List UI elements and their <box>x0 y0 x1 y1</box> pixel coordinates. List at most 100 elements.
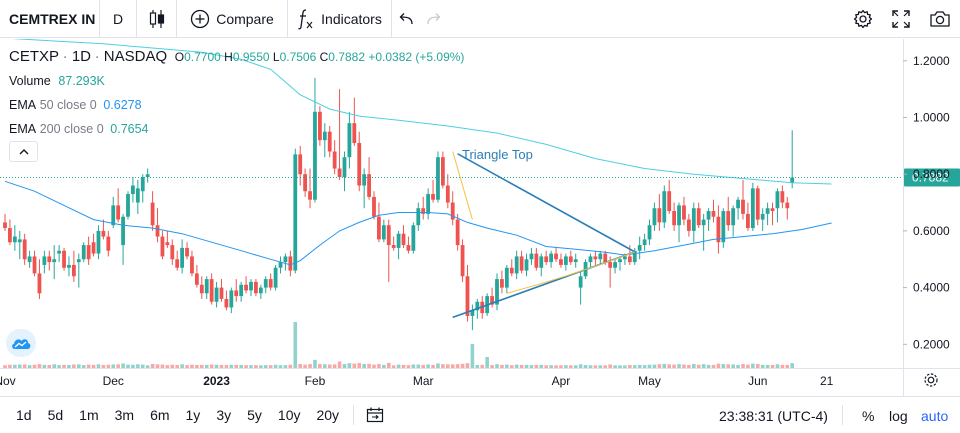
candle-body <box>32 256 37 274</box>
candle-body <box>106 236 111 251</box>
function-icon <box>298 8 313 29</box>
range-button-5y[interactable]: 5y <box>247 407 262 423</box>
candle-body <box>647 225 652 240</box>
volume-bar <box>195 364 199 368</box>
volume-bar <box>337 361 342 368</box>
candle-body <box>37 273 42 294</box>
volume-bar <box>500 364 504 368</box>
legend-ema50-row[interactable]: EMA 50 close 0 0.6278 <box>9 98 142 112</box>
volume-bar <box>401 364 406 368</box>
price-chart[interactable]: Triangle Top 0.7882 1.20001.00000.80000.… <box>0 39 960 396</box>
high-value: 0.9550 <box>232 50 270 64</box>
candle-body <box>406 245 411 251</box>
candle-body <box>573 259 578 263</box>
volume-bar <box>485 357 489 368</box>
percent-scale-button[interactable]: % <box>862 407 875 424</box>
log-scale-button[interactable]: log <box>889 407 908 424</box>
volume-bar <box>529 365 534 368</box>
interval-button[interactable]: D <box>100 0 137 38</box>
volume-bar <box>155 364 160 368</box>
volume-bar <box>244 365 248 368</box>
candle-body <box>17 239 22 243</box>
candle-body <box>111 205 116 226</box>
legend-collapse-button[interactable] <box>9 141 38 162</box>
volume-bar <box>42 364 47 368</box>
time-tick-label: Jun <box>748 374 767 388</box>
range-button-1y[interactable]: 1y <box>185 407 201 423</box>
legend-volume-row[interactable]: Volume 87.293K <box>9 74 105 88</box>
volume-bar <box>126 364 130 368</box>
candle-body <box>637 245 642 251</box>
range-button-1m[interactable]: 1m <box>79 407 99 423</box>
candle-body <box>539 256 544 268</box>
range-button-10y[interactable]: 10y <box>277 407 301 423</box>
undo-button[interactable] <box>392 0 420 38</box>
candle-body <box>249 281 253 291</box>
volume-bar <box>701 364 706 368</box>
compare-button[interactable]: Compare <box>177 0 288 38</box>
redo-button[interactable] <box>420 0 448 38</box>
range-button-20y[interactable]: 20y <box>316 407 340 423</box>
volume-bar <box>519 364 524 368</box>
candle-body <box>165 242 170 246</box>
volume-bar <box>263 365 268 368</box>
volume-bar <box>67 365 71 368</box>
settings-button[interactable] <box>844 0 882 38</box>
legend-ema200-row[interactable]: EMA 200 close 0 0.7654 <box>9 122 149 136</box>
candle-body <box>642 239 647 246</box>
ema200-value: 0.7654 <box>110 122 149 136</box>
snapshot-button[interactable] <box>921 0 959 38</box>
fullscreen-icon <box>892 10 910 28</box>
candle-body <box>500 279 504 288</box>
symbol-search-button[interactable]: CEMTREX IN <box>0 0 100 38</box>
range-button-1d[interactable]: 1d <box>16 407 32 423</box>
price-tick-label: 1.2000 <box>913 54 950 68</box>
divider <box>842 405 843 425</box>
tradingview-logo[interactable] <box>6 329 36 357</box>
indicators-button[interactable]: Indicators <box>288 0 392 38</box>
candle-body <box>347 123 352 158</box>
candle-body <box>52 259 57 263</box>
chart-style-button[interactable] <box>137 0 177 38</box>
volume-bar <box>224 365 229 368</box>
volume-bar <box>628 365 632 368</box>
volume-bar <box>3 365 7 368</box>
volume-bar <box>751 363 755 368</box>
date-range-button[interactable] <box>360 407 390 423</box>
volume-bar <box>426 364 430 368</box>
candle-body <box>81 245 86 260</box>
volume-bar <box>564 365 568 368</box>
volume-bar <box>514 364 519 368</box>
fullscreen-button[interactable] <box>882 0 920 38</box>
candle-body <box>352 123 357 144</box>
volume-bar <box>160 364 165 368</box>
volume-bar <box>755 364 760 368</box>
volume-bar <box>785 364 790 368</box>
volume-bar <box>81 365 86 368</box>
clock-timezone[interactable]: 23:38:31 (UTC-4) <box>719 407 828 424</box>
volume-bar <box>313 359 317 368</box>
range-button-3y[interactable]: 3y <box>216 407 232 423</box>
volume-bar <box>667 364 671 368</box>
range-button-6m[interactable]: 6m <box>150 407 170 423</box>
top-toolbar: CEMTREX IN D Compare Indicators <box>0 0 960 38</box>
volume-bar <box>268 365 273 368</box>
volume-bar <box>731 364 735 368</box>
range-button-5d[interactable]: 5d <box>47 407 64 423</box>
candle-body <box>190 256 194 274</box>
candle-body <box>426 194 431 214</box>
candle-body <box>726 211 731 226</box>
ema50-line <box>4 180 832 266</box>
volume-bar <box>298 364 302 368</box>
range-button-3m[interactable]: 3m <box>114 407 135 423</box>
volume-bar <box>692 364 696 368</box>
auto-scale-button[interactable]: auto <box>921 407 949 424</box>
volume-bar <box>460 363 465 368</box>
candle-body <box>746 213 750 229</box>
candle-body <box>608 262 613 268</box>
volume-bar <box>647 364 652 368</box>
volume-bar <box>632 365 637 368</box>
price-tick-label: 0.4000 <box>913 281 950 295</box>
candle-body <box>337 168 342 178</box>
candle-body <box>71 264 76 277</box>
